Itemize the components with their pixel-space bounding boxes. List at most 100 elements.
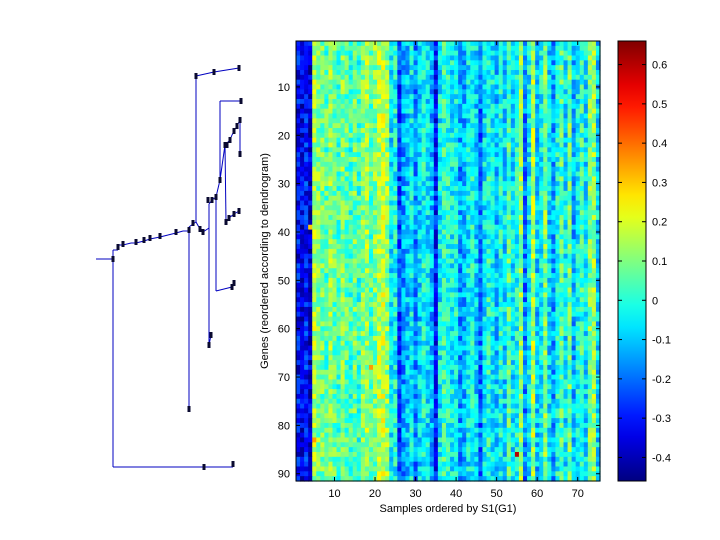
heatmap-cell	[377, 50, 382, 57]
heatmap-cell	[300, 41, 305, 47]
heatmap-cell	[547, 340, 552, 347]
heatmap-cell	[381, 99, 386, 105]
heatmap-cell	[470, 340, 475, 347]
heatmap-cell	[409, 94, 415, 100]
heatmap-cell	[575, 224, 581, 231]
heatmap-cell	[352, 176, 358, 182]
heatmap-cell	[571, 292, 577, 298]
heatmap-cell	[421, 345, 427, 352]
heatmap-cell	[478, 234, 484, 240]
heatmap-cell	[356, 210, 362, 216]
heatmap-cell	[559, 50, 565, 57]
heatmap-cell	[462, 65, 467, 71]
heatmap-cell	[429, 123, 435, 129]
heatmap-cell	[591, 181, 597, 187]
heatmap-cell	[567, 171, 573, 177]
heatmap-cell	[320, 268, 325, 274]
heatmap-cell	[368, 287, 374, 294]
heatmap-cell	[527, 277, 532, 284]
heatmap-cell	[502, 84, 508, 90]
heatmap-cell	[587, 268, 593, 274]
heatmap-cell	[567, 118, 573, 124]
heatmap-cell	[547, 161, 552, 168]
heatmap-cell	[502, 292, 508, 298]
heatmap-cell	[356, 345, 362, 352]
heatmap-cell	[498, 345, 504, 352]
heatmap-cell	[429, 113, 435, 119]
heatmap-cell	[514, 219, 520, 226]
heatmap-cell	[555, 108, 561, 115]
heatmap-cell	[539, 268, 544, 274]
heatmap-cell	[377, 74, 382, 81]
heatmap-cell	[478, 321, 484, 327]
heatmap-cell	[458, 297, 463, 303]
heatmap-cell	[563, 263, 569, 269]
heatmap-cell	[450, 113, 455, 119]
heatmap-cell	[381, 186, 386, 192]
heatmap-cell	[579, 229, 585, 236]
heatmap-cell	[364, 84, 370, 90]
heatmap-cell	[429, 70, 435, 76]
heatmap-cell	[490, 118, 496, 124]
heatmap-cell	[413, 108, 419, 115]
heatmap-cell	[413, 157, 419, 163]
heatmap-cell	[389, 210, 394, 216]
heatmap-cell	[421, 108, 427, 115]
heatmap-cell	[377, 326, 382, 332]
heatmap-cell	[514, 74, 520, 81]
heatmap-cell	[316, 239, 321, 245]
heatmap-cell	[332, 152, 338, 158]
heatmap-cell	[470, 321, 475, 327]
heatmap-cell	[397, 108, 402, 115]
heatmap-cell	[490, 219, 496, 226]
heatmap-cell	[368, 311, 374, 318]
heatmap-cell	[450, 79, 455, 86]
heatmap-cell	[567, 234, 573, 240]
heatmap-cell	[571, 99, 577, 105]
heatmap-cell	[547, 287, 552, 294]
heatmap-cell	[474, 302, 479, 308]
heatmap-cell	[377, 60, 382, 66]
heatmap-cell	[368, 215, 374, 221]
heatmap-cell	[296, 306, 301, 313]
heatmap-cell	[348, 239, 354, 245]
heatmap-cell	[490, 79, 496, 86]
heatmap-cell	[518, 195, 524, 202]
heatmap-cell	[498, 65, 504, 71]
heatmap-cell	[368, 137, 374, 144]
heatmap-cell	[425, 65, 431, 71]
heatmap-cell	[502, 277, 508, 284]
heatmap-cell	[336, 244, 342, 250]
heatmap-cell	[437, 306, 443, 313]
heatmap-cell	[458, 108, 463, 115]
heatmap-cell	[409, 302, 415, 308]
heatmap-cell	[462, 263, 467, 269]
heatmap-cell	[466, 302, 471, 308]
heatmap-cell	[514, 340, 520, 347]
heatmap-cell	[441, 70, 447, 76]
heatmap-cell	[522, 65, 528, 71]
heatmap-cell	[539, 306, 544, 313]
heatmap-cell	[316, 70, 321, 76]
heatmap-cell	[308, 273, 313, 279]
heatmap-cell	[336, 65, 342, 71]
heatmap-cell	[583, 331, 589, 337]
heatmap-cell	[304, 45, 309, 52]
heatmap-cell	[494, 84, 500, 90]
heatmap-cell	[296, 345, 301, 352]
heatmap-cell	[401, 224, 407, 231]
heatmap-cell	[393, 234, 398, 240]
heatmap-cell	[466, 311, 471, 318]
heatmap-cell	[583, 176, 589, 182]
heatmap-cell	[340, 142, 346, 148]
heatmap-cell	[567, 161, 573, 168]
heatmap-cell	[559, 70, 565, 76]
heatmap-cell	[328, 113, 334, 119]
heatmap-cell	[522, 200, 528, 206]
heatmap-cell	[591, 205, 597, 211]
heatmap-cell	[559, 205, 565, 211]
heatmap-cell	[458, 103, 463, 110]
heatmap-cell	[591, 128, 597, 134]
heatmap-cell	[425, 263, 431, 269]
heatmap-cell	[587, 345, 593, 352]
